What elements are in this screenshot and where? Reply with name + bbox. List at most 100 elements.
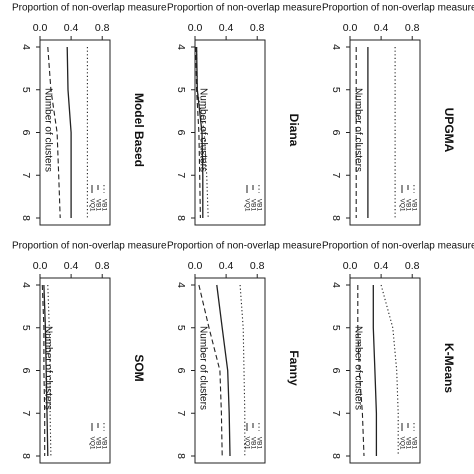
x-tick-label: 6	[175, 130, 187, 136]
legend-label: VB1	[255, 199, 262, 212]
x-tick-label: 4	[20, 282, 32, 288]
x-tick-label: 5	[330, 87, 342, 93]
y-tick-label: 0.4	[374, 22, 389, 34]
x-tick-label: 4	[175, 282, 187, 288]
y-axis-title: Proportion of non-overlap measure	[12, 241, 167, 252]
y-tick-label: 0.4	[64, 260, 79, 272]
x-axis-title: Number of clusters	[197, 326, 208, 410]
x-tick-label: 6	[20, 368, 32, 374]
series-line-2	[47, 46, 61, 219]
panel-title: Diana	[287, 114, 301, 147]
y-tick-label: 0.8	[95, 22, 110, 34]
x-tick-label: 6	[330, 130, 342, 136]
y-tick-label: 0.0	[188, 260, 203, 272]
y-axis-title: Proportion of non-overlap measure	[167, 241, 322, 252]
panel-k-means: Proportion of non-overlap measure 0.0 0.4 0…	[322, 241, 474, 464]
y-tick-label: 0.4	[374, 260, 389, 272]
legend-label: VB1	[410, 437, 417, 450]
x-tick-label: 8	[20, 453, 32, 459]
x-tick-label: 7	[20, 172, 32, 178]
panel-diana: Proportion of non-overlap measure 0.0 0.4 0…	[167, 3, 322, 226]
series-line-3	[380, 284, 399, 456]
series-line-2	[41, 284, 46, 456]
panel-som: Proportion of non-overlap measure 0.0 0.4 0…	[12, 241, 167, 464]
x-tick-label: 5	[20, 325, 32, 331]
x-tick-label: 7	[330, 172, 342, 178]
panel-upgma: Proportion of non-overlap measure 0.0 0.4 0…	[322, 3, 474, 226]
y-tick-label: 0.0	[188, 22, 203, 34]
panel-title: SOM	[132, 354, 146, 381]
legend-label: VB1	[249, 199, 256, 212]
x-tick-label: 6	[20, 130, 32, 136]
legend-label: VB1	[410, 199, 417, 212]
series-line-2	[198, 284, 223, 457]
y-tick-label: 0.8	[95, 260, 110, 272]
x-tick-label: 6	[175, 368, 187, 374]
y-axis-title: Proportion of non-overlap measure	[12, 3, 167, 14]
panel-fanny: Proportion of non-overlap measure 0.0 0.4 0…	[167, 241, 322, 464]
x-tick-label: 7	[330, 410, 342, 416]
legend-label: VB1	[404, 199, 411, 212]
x-axis-title: Number of clusters	[42, 326, 53, 410]
legend-label: VB1	[255, 437, 262, 450]
x-tick-label: 4	[175, 44, 187, 50]
y-tick-label: 0.8	[250, 260, 265, 272]
y-axis-title: Proportion of non-overlap measure	[322, 3, 474, 14]
y-tick-label: 0.0	[343, 260, 358, 272]
y-tick-label: 0.4	[64, 22, 79, 34]
legend-label: VB1	[404, 437, 411, 450]
x-axis-title: Number of clusters	[197, 88, 208, 172]
series-line-1	[216, 284, 231, 457]
x-tick-label: 4	[20, 44, 32, 50]
y-axis-title: Proportion of non-overlap measure	[167, 3, 322, 14]
legend-label: VQ1	[88, 436, 95, 449]
x-axis-title: Number of clusters	[42, 88, 53, 172]
y-tick-label: 0.0	[33, 260, 48, 272]
panel-title: Model Based	[132, 93, 146, 167]
x-tick-label: 8	[20, 215, 32, 221]
x-tick-label: 6	[330, 368, 342, 374]
panel-title: UPGMA	[442, 108, 456, 153]
x-tick-label: 4	[330, 282, 342, 288]
x-tick-label: 7	[175, 410, 187, 416]
series-line-2	[357, 285, 365, 457]
x-tick-label: 5	[175, 87, 187, 93]
x-tick-label: 5	[330, 325, 342, 331]
series-line-3	[239, 284, 246, 456]
y-tick-label: 0.8	[405, 22, 420, 34]
y-tick-label: 0.4	[219, 260, 234, 272]
x-tick-label: 5	[175, 325, 187, 331]
y-tick-label: 0.8	[405, 260, 420, 272]
legend-label: VB1	[94, 199, 101, 212]
series-line-1	[372, 285, 378, 456]
legend-label: VQ1	[88, 198, 95, 211]
x-tick-label: 7	[20, 410, 32, 416]
y-tick-label: 0.0	[33, 22, 48, 34]
legend-label: VQ1	[398, 436, 405, 449]
x-tick-label: 8	[175, 215, 187, 221]
legend-label: VB1	[94, 437, 101, 450]
legend-label: VB1	[100, 437, 107, 450]
y-axis-title: Proportion of non-overlap measure	[322, 241, 474, 252]
y-tick-label: 0.4	[219, 22, 234, 34]
y-tick-label: 0.0	[343, 22, 358, 34]
x-axis-title: Number of clusters	[352, 326, 363, 410]
x-tick-label: 7	[175, 172, 187, 178]
legend-label: VB1	[100, 199, 107, 212]
panel-model-based: Proportion of non-overlap measure 0.0 0.4 0…	[12, 3, 167, 226]
legend-label: VQ1	[243, 198, 250, 211]
panel-title: Fanny	[287, 350, 301, 386]
series-line-1	[43, 284, 49, 457]
x-tick-label: 8	[330, 215, 342, 221]
legend-label: VQ1	[243, 436, 250, 449]
legend-label: VQ1	[398, 198, 405, 211]
series-line-2	[195, 46, 201, 219]
series-line-1	[195, 46, 204, 218]
y-tick-label: 0.8	[250, 22, 265, 34]
x-tick-label: 8	[175, 453, 187, 459]
panel-title: K-Means	[442, 343, 456, 393]
x-axis-title: Number of clusters	[352, 88, 363, 172]
x-tick-label: 5	[20, 87, 32, 93]
x-tick-label: 4	[330, 44, 342, 50]
